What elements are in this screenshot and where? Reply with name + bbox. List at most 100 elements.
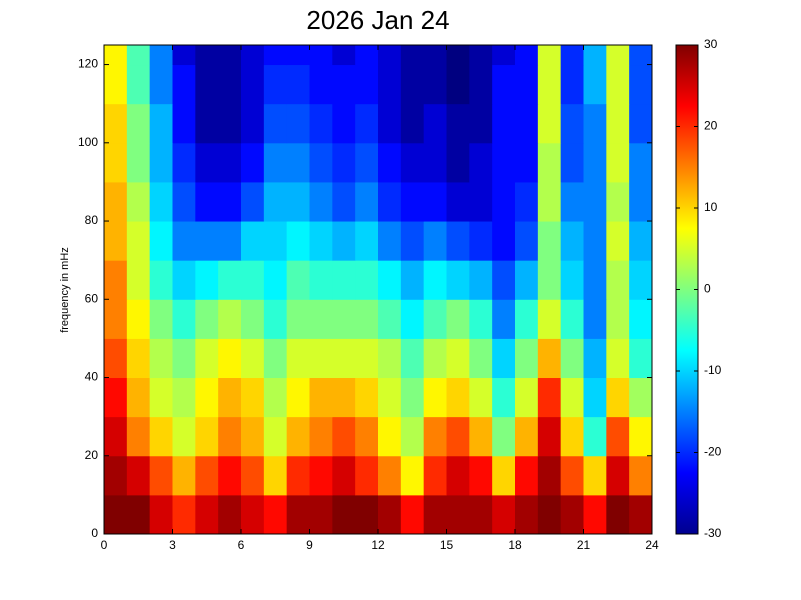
heatmap-cell — [378, 221, 402, 261]
heatmap-cell — [606, 416, 630, 457]
heatmap-cell — [195, 103, 219, 144]
heatmap-cell — [629, 181, 653, 222]
heatmap-cell — [446, 221, 470, 261]
heatmap-cell — [172, 377, 196, 418]
heatmap-cell — [537, 494, 562, 535]
heatmap-cell — [355, 221, 379, 261]
heatmap-cell — [126, 416, 151, 457]
heatmap-cell — [515, 103, 539, 144]
heatmap-cell — [172, 221, 196, 261]
heatmap-cell — [492, 64, 516, 105]
heatmap-cell — [629, 494, 653, 535]
heatmap-cell — [515, 181, 539, 222]
heatmap-cell — [241, 455, 265, 496]
heatmap-cell — [218, 221, 242, 261]
heatmap-cell — [286, 221, 310, 261]
heatmap-cell — [378, 338, 402, 379]
heatmap-cell — [560, 181, 584, 222]
heatmap-cell — [492, 299, 516, 339]
heatmap-cell — [172, 260, 196, 300]
heatmap-cell — [126, 260, 151, 300]
heatmap-cell — [286, 181, 310, 222]
heatmap-cell — [606, 64, 630, 105]
heatmap-cell — [218, 103, 242, 144]
heatmap-cell — [606, 103, 630, 144]
heatmap-cell — [309, 299, 333, 339]
heatmap-cell — [583, 64, 607, 105]
heatmap-cell — [583, 142, 607, 183]
heatmap-cell — [309, 103, 333, 144]
heatmap-cell — [218, 377, 242, 418]
heatmap-cell — [515, 338, 539, 379]
heatmap-cell — [446, 338, 470, 379]
heatmap-cell — [400, 142, 425, 183]
heatmap-cell — [492, 181, 516, 222]
heatmap-cell — [218, 299, 242, 339]
heatmap-cell — [355, 377, 379, 418]
heatmap-cell — [515, 416, 539, 457]
heatmap-cell — [629, 455, 653, 496]
heatmap-cell — [515, 142, 539, 183]
heatmap-cell — [355, 181, 379, 222]
heatmap-cell — [400, 64, 425, 105]
heatmap-cell — [423, 260, 447, 300]
colorbar-tick-label: -30 — [704, 526, 722, 540]
heatmap-cell — [400, 45, 425, 66]
heatmap-cell — [149, 455, 173, 496]
heatmap-cell — [492, 494, 516, 535]
heatmap-cell — [400, 221, 425, 261]
heatmap-cell — [469, 494, 493, 535]
heatmap-cell — [423, 416, 447, 457]
heatmap-cell — [423, 181, 447, 222]
heatmap-cell — [126, 377, 151, 418]
heatmap-cell — [446, 64, 470, 105]
heatmap-cell — [149, 45, 173, 66]
heatmap-cell — [515, 494, 539, 535]
heatmap-cell — [241, 142, 265, 183]
heatmap-cell — [309, 181, 333, 222]
heatmap-cell — [149, 494, 173, 535]
heatmap-cell — [400, 416, 425, 457]
heatmap-cell — [172, 494, 196, 535]
heatmap-cell — [286, 64, 310, 105]
heatmap-cell — [172, 64, 196, 105]
heatmap-cell — [378, 455, 402, 496]
heatmap-cell — [241, 338, 265, 379]
heatmap-cell — [446, 181, 470, 222]
heatmap-cell — [355, 494, 379, 535]
heatmap-cell — [195, 64, 219, 105]
heatmap-cell — [469, 338, 493, 379]
heatmap-cell — [583, 338, 607, 379]
heatmap-cell — [309, 64, 333, 105]
heatmap-cell — [400, 338, 425, 379]
heatmap-cell — [104, 260, 128, 300]
heatmap-cell — [537, 377, 562, 418]
y-axis-label: frequency in mHz — [59, 247, 71, 333]
heatmap-cell — [218, 45, 242, 66]
heatmap-cell — [400, 377, 425, 418]
heatmap-cell — [560, 64, 584, 105]
heatmap-cell — [149, 260, 173, 300]
heatmap-cell — [560, 221, 584, 261]
heatmap-cell — [195, 142, 219, 183]
heatmap-cell — [104, 377, 128, 418]
heatmap-cell — [195, 45, 219, 66]
heatmap-cell — [126, 181, 151, 222]
heatmap-cell — [629, 299, 653, 339]
y-tick-label: 80 — [85, 213, 99, 227]
heatmap-cell — [537, 455, 562, 496]
heatmap-cell — [241, 299, 265, 339]
heatmap-cell — [423, 299, 447, 339]
heatmap-cell — [469, 142, 493, 183]
heatmap-cell — [332, 455, 356, 496]
heatmap-cell — [172, 455, 196, 496]
heatmap-cell — [286, 377, 310, 418]
heatmap-cell — [583, 221, 607, 261]
heatmap-cell — [149, 64, 173, 105]
x-tick-label: 12 — [371, 538, 385, 552]
heatmap-cell — [446, 299, 470, 339]
x-tick-label: 24 — [645, 538, 659, 552]
heatmap-cell — [446, 142, 470, 183]
heatmap-cell — [309, 455, 333, 496]
heatmap-cell — [537, 260, 562, 300]
